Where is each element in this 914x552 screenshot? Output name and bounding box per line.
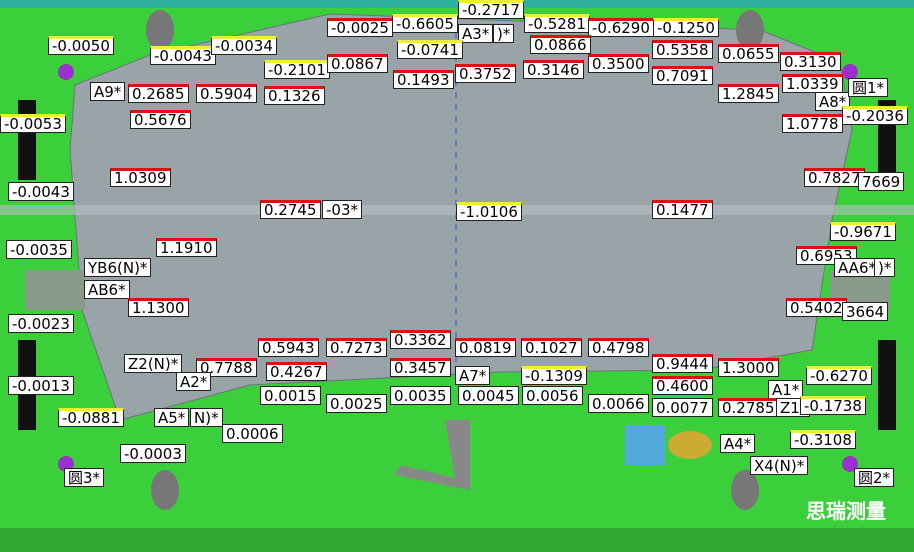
measurement-label: -0.1250 (653, 18, 719, 37)
measurement-label: 1.2845 (718, 84, 779, 103)
measurement-label: 0.0866 (530, 35, 591, 54)
measurement-label: A9* (90, 82, 126, 101)
measurement-label: -0.0053 (0, 114, 66, 133)
measurement-label: -0.0035 (6, 240, 72, 259)
measurement-label: -0.0043 (150, 46, 216, 65)
measurement-label: -0.0025 (327, 18, 393, 37)
measurement-label: 0.4600 (652, 376, 713, 395)
measurement-label: 圆3* (64, 468, 105, 487)
measurement-label: 0.0025 (326, 394, 387, 413)
measurement-label: 0.0035 (390, 386, 451, 405)
measurement-label: 0.5402 (786, 298, 847, 317)
measurement-label: 0.3362 (390, 330, 451, 349)
measurement-label: -0.6270 (806, 366, 872, 385)
measurement-label: A8* (815, 92, 851, 111)
measurement-label: 0.3130 (780, 52, 841, 71)
measurement-label: -0.0013 (8, 376, 74, 395)
measurement-label: -0.9671 (830, 222, 896, 241)
measurement-label: 7669 (858, 172, 905, 191)
measurement-label: 0.5943 (258, 338, 319, 357)
measurement-label: 0.3752 (455, 64, 516, 83)
measurement-label: 0.4267 (266, 362, 327, 381)
measurement-label: 0.7827 (804, 168, 865, 187)
measurement-label: 0.3457 (390, 358, 451, 377)
measurement-label: A3* (458, 24, 494, 43)
measurement-label: -0.0881 (58, 408, 124, 427)
measurement-label: -0.6290 (588, 18, 654, 37)
measurement-label: A5* (154, 408, 190, 427)
measurement-label: A1* (768, 380, 804, 399)
measurement-label: 1.0778 (782, 114, 843, 133)
measurement-label: -0.2717 (458, 0, 524, 19)
measurement-label: 0.0819 (455, 338, 516, 357)
measurement-label: 0.7091 (652, 66, 713, 85)
measurement-label: 0.2685 (128, 84, 189, 103)
measurement-label: A4* (720, 434, 756, 453)
measurement-label: 0.5676 (130, 110, 191, 129)
measurement-label: 0.0015 (260, 386, 321, 405)
measurement-label: 0.2785 (718, 398, 779, 417)
measurement-label: A2* (176, 372, 212, 391)
measurement-label: 圆2* (854, 468, 895, 487)
measurement-label: 0.0655 (718, 44, 779, 63)
measurement-label: -0.6605 (392, 14, 458, 33)
measurement-label: 0.0056 (522, 386, 583, 405)
measurement-label: -0.5281 (524, 14, 590, 33)
measurement-label: -1.0106 (456, 202, 522, 221)
measurement-label: 0.3146 (523, 60, 584, 79)
measurement-label: )* (493, 24, 515, 43)
measurement-label: A7* (455, 366, 491, 385)
measurement-label: -0.0034 (211, 36, 277, 55)
measurement-label: 0.7273 (326, 338, 387, 357)
measurement-label: -03* (322, 200, 362, 219)
measurement-label: 1.0339 (782, 74, 843, 93)
measurement-label: 1.1300 (128, 298, 189, 317)
measurement-label: 0.1477 (652, 200, 713, 219)
measurement-label: AB6* (84, 280, 130, 299)
measurement-label: 0.3500 (588, 54, 649, 73)
measurement-label: -0.1309 (521, 366, 587, 385)
measurement-label: 0.5358 (652, 40, 713, 59)
measurement-label: 1.1910 (156, 238, 217, 257)
measurement-label: -0.0003 (120, 444, 186, 463)
measurement-label: 0.0077 (652, 398, 713, 417)
measurement-label: 0.1027 (521, 338, 582, 357)
measurement-label: 0.0006 (222, 424, 283, 443)
measurement-label: AA6* (834, 258, 880, 277)
measurement-label: -0.0741 (397, 40, 463, 59)
measurement-label: -0.2036 (842, 106, 908, 125)
measurement-label: 0.9444 (652, 354, 713, 373)
measurement-label: 1.3000 (718, 358, 779, 377)
measurement-label: -0.0043 (8, 182, 74, 201)
watermark: 思瑞测量 (806, 499, 886, 523)
measurement-label: 0.4798 (588, 338, 649, 357)
measurement-label: N)* (190, 408, 223, 427)
measurement-label: -0.2101 (264, 60, 330, 79)
measurement-label: Z2(N)* (124, 354, 183, 373)
measurement-label: 0.0045 (458, 386, 519, 405)
measurement-label: YB6(N)* (84, 258, 152, 277)
measurement-label: 3664 (842, 302, 889, 321)
measurement-label: -0.0023 (8, 314, 74, 333)
measurement-label: 0.2745 (260, 200, 321, 219)
measurement-label: 圆1* (848, 78, 889, 97)
measurement-label: )* (874, 258, 896, 277)
measurement-label: 0.0066 (588, 394, 649, 413)
measurement-label: 0.0867 (327, 54, 388, 73)
measurement-label: X4(N)* (750, 456, 809, 475)
measurement-label: -0.0050 (48, 36, 114, 55)
measurement-label: 0.1493 (393, 70, 454, 89)
measurement-label: -0.3108 (790, 430, 856, 449)
measurement-label: 0.1326 (264, 86, 325, 105)
measurement-label: -0.1738 (800, 396, 866, 415)
measurement-label: 0.5904 (196, 84, 257, 103)
measurement-label: 1.0309 (110, 168, 171, 187)
